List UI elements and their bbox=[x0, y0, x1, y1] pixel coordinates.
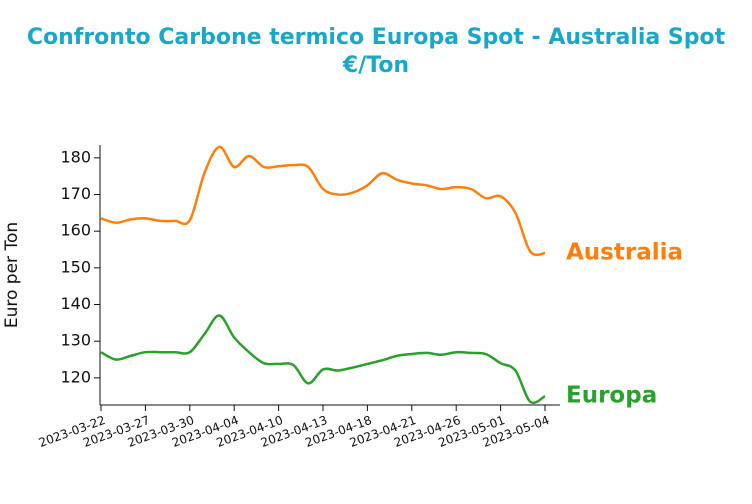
chart-title: Confronto Carbone termico Europa Spot - … bbox=[27, 25, 726, 50]
series-label: Australia bbox=[566, 240, 683, 266]
chart-subtitle: €/Ton bbox=[342, 53, 409, 78]
series-line bbox=[100, 145, 546, 257]
y-tick-label: 170 bbox=[60, 184, 91, 203]
y-tick-label: 130 bbox=[60, 331, 91, 350]
y-axis-label: Euro per Ton bbox=[2, 222, 22, 328]
y-tick-label: 120 bbox=[60, 367, 91, 386]
y-tick-label: 150 bbox=[60, 257, 91, 276]
series-line bbox=[100, 314, 546, 405]
y-tick-label: 140 bbox=[60, 294, 91, 313]
series-label: Europa bbox=[566, 383, 657, 409]
y-tick-label: 180 bbox=[60, 147, 91, 166]
y-tick-label: 160 bbox=[60, 221, 91, 240]
